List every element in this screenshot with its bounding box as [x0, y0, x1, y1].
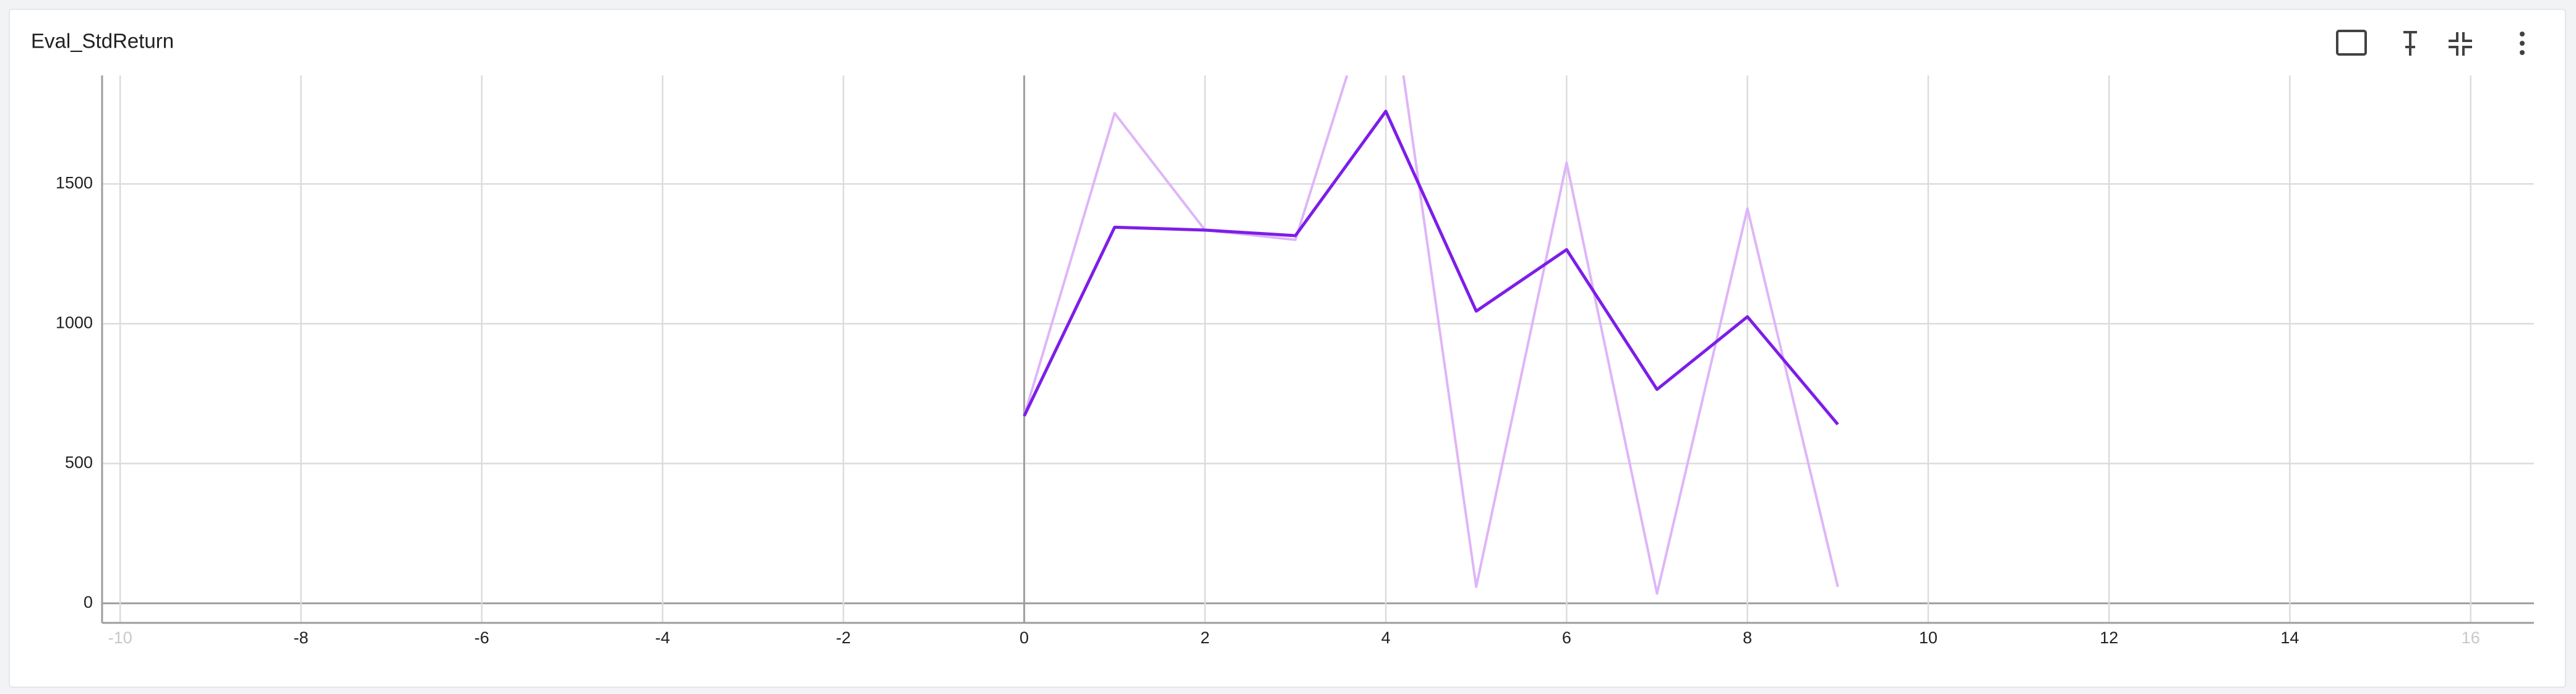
- x-tick-label: -8: [293, 628, 308, 647]
- x-tick-label: 8: [1743, 628, 1752, 647]
- plot-area: [1023, 75, 1839, 595]
- x-tick-label: 14: [2280, 628, 2299, 647]
- x-tick-label: 4: [1381, 628, 1391, 647]
- y-tick-label: 0: [84, 593, 93, 611]
- series-line: [1023, 109, 1839, 426]
- menu-icon[interactable]: [2520, 32, 2525, 55]
- card: [9, 9, 2566, 688]
- pin-icon[interactable]: [2403, 31, 2417, 56]
- chart-title: Eval_StdReturn: [31, 30, 174, 53]
- y-tick-label: 1000: [56, 313, 93, 332]
- x-tick-label: -10: [108, 628, 132, 647]
- x-tick-label: 10: [1919, 628, 1938, 647]
- x-tick-label: 16: [2462, 628, 2480, 647]
- x-tick-label: 0: [1020, 628, 1029, 647]
- x-tick-label: -6: [474, 628, 489, 647]
- x-tick-label: -4: [655, 628, 670, 647]
- collapse-icon[interactable]: [2449, 32, 2472, 56]
- x-tick-label: 12: [2100, 628, 2118, 647]
- x-tick-label: 2: [1200, 628, 1209, 647]
- x-tick-label: -2: [836, 628, 851, 647]
- fit-icon[interactable]: [2336, 30, 2367, 56]
- y-tick-label: 1500: [56, 173, 93, 192]
- y-tick-label: 500: [65, 453, 93, 471]
- series-line: [1023, 75, 1839, 595]
- toolbar[interactable]: [2336, 30, 2525, 56]
- x-tick-label: 6: [1562, 628, 1571, 647]
